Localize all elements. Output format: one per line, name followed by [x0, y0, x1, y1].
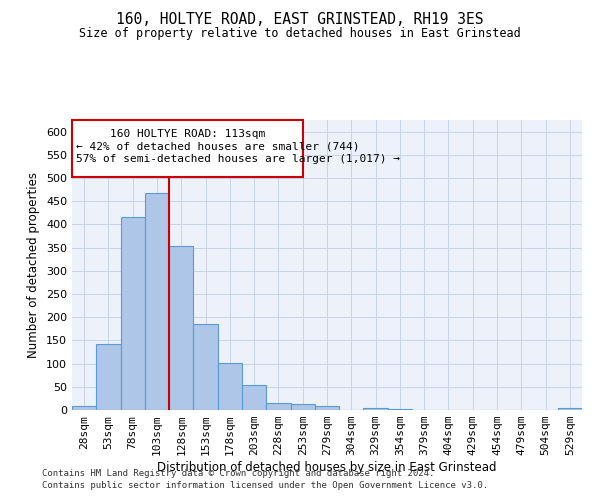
Bar: [558, 408, 582, 410]
Text: 160 HOLTYE ROAD: 113sqm: 160 HOLTYE ROAD: 113sqm: [110, 129, 265, 139]
FancyBboxPatch shape: [73, 120, 303, 177]
Bar: [242, 386, 266, 410]
Bar: [169, 246, 193, 410]
Text: Size of property relative to detached houses in East Grinstead: Size of property relative to detached ho…: [79, 28, 521, 40]
Bar: [96, 344, 121, 410]
Bar: [388, 409, 412, 410]
Bar: [290, 404, 315, 410]
Text: Contains HM Land Registry data © Crown copyright and database right 2024.: Contains HM Land Registry data © Crown c…: [42, 468, 434, 477]
Bar: [193, 324, 218, 410]
X-axis label: Distribution of detached houses by size in East Grinstead: Distribution of detached houses by size …: [157, 461, 497, 474]
Bar: [145, 194, 169, 410]
Text: 160, HOLTYE ROAD, EAST GRINSTEAD, RH19 3ES: 160, HOLTYE ROAD, EAST GRINSTEAD, RH19 3…: [116, 12, 484, 28]
Bar: [266, 403, 290, 410]
Bar: [315, 406, 339, 410]
Text: 57% of semi-detached houses are larger (1,017) →: 57% of semi-detached houses are larger (…: [76, 154, 400, 164]
Bar: [364, 408, 388, 410]
Bar: [121, 218, 145, 410]
Bar: [218, 362, 242, 410]
Bar: [72, 406, 96, 410]
Text: ← 42% of detached houses are smaller (744): ← 42% of detached houses are smaller (74…: [76, 142, 359, 152]
Text: Contains public sector information licensed under the Open Government Licence v3: Contains public sector information licen…: [42, 481, 488, 490]
Y-axis label: Number of detached properties: Number of detached properties: [28, 172, 40, 358]
